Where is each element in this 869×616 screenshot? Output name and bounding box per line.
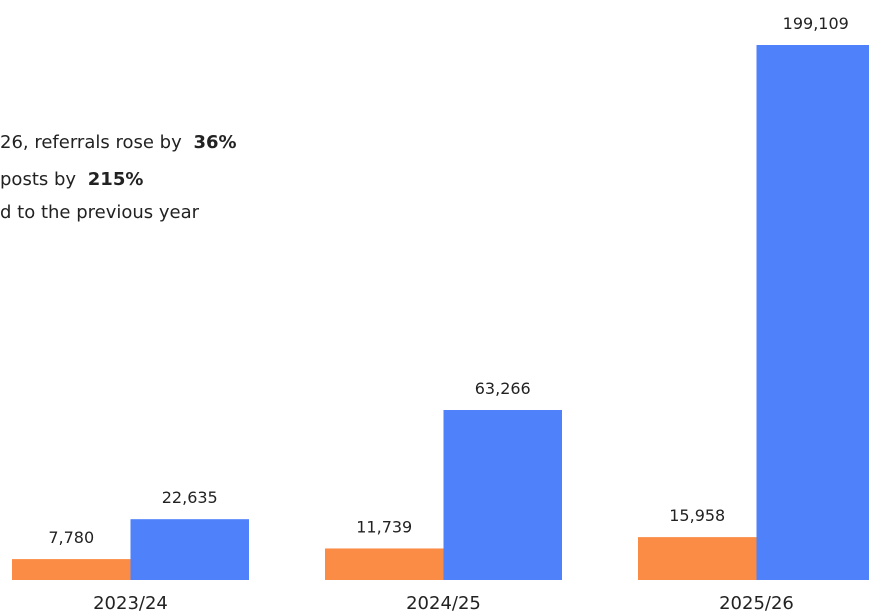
value-label: 63,266	[475, 379, 531, 398]
annotation-text: 215%	[88, 169, 144, 190]
value-label: 199,109	[783, 14, 849, 33]
bar	[325, 548, 444, 580]
x-tick-label: 2023/24	[93, 593, 168, 614]
bar	[443, 410, 562, 580]
annotation-text: 26, referrals rose by	[0, 132, 187, 153]
x-tick-label: 2025/26	[719, 593, 794, 614]
annotation-text: 36%	[193, 132, 236, 153]
value-label: 15,958	[669, 506, 725, 525]
bar	[12, 559, 131, 580]
value-label: 7,780	[48, 528, 94, 547]
annotation-line: d to the previous year	[0, 202, 200, 223]
value-label: 11,739	[356, 517, 412, 536]
value-label: 22,635	[162, 488, 218, 507]
annotation-line: posts by 215%	[0, 169, 143, 190]
bar	[130, 519, 249, 580]
annotation-text: d to the previous year	[0, 202, 200, 223]
x-tick-label: 2024/25	[406, 593, 481, 614]
annotation-text: posts by	[0, 169, 82, 190]
bar	[638, 537, 757, 580]
annotation-line: 26, referrals rose by 36%	[0, 132, 237, 153]
bar	[756, 45, 869, 580]
